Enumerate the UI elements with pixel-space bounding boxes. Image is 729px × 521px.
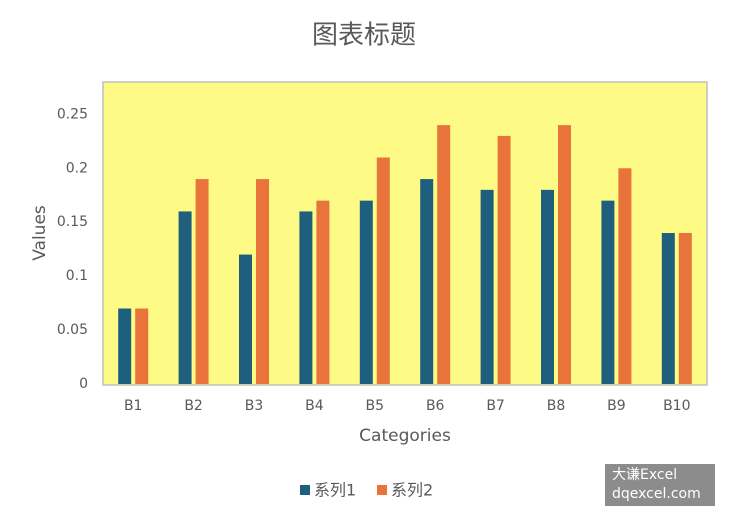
plot-area (102, 81, 708, 386)
bar (420, 179, 434, 384)
y-tick-label: 0.1 (66, 268, 88, 284)
bar (558, 125, 571, 385)
bar (256, 179, 269, 384)
x-tick-label: B1 (124, 398, 143, 414)
bar (601, 200, 615, 384)
x-axis-title: Categories (359, 426, 451, 446)
x-tick-label: B2 (184, 398, 203, 414)
bar (480, 189, 494, 384)
legend-label: 系列2 (391, 481, 433, 500)
y-tick-label: 0.05 (57, 322, 88, 338)
y-tick-label: 0 (79, 376, 88, 392)
legend-swatch (300, 485, 310, 495)
bar (239, 254, 252, 384)
y-axis-title: Values (30, 205, 50, 261)
x-tick-label: B4 (305, 398, 324, 414)
x-tick-label: B8 (547, 398, 566, 414)
watermark: 大谦Excel (612, 467, 677, 483)
x-tick-label: B9 (607, 398, 626, 414)
watermark-box (605, 464, 715, 506)
chart-title: 图表标题 (312, 21, 416, 51)
x-tick-label: B6 (426, 398, 445, 414)
bar (678, 233, 692, 384)
bar (299, 211, 313, 384)
bar (316, 200, 330, 384)
bar (135, 308, 149, 384)
x-tick-label: B5 (366, 398, 385, 414)
bar (541, 189, 554, 384)
bar (178, 211, 192, 384)
bar (118, 308, 132, 384)
bar (437, 125, 451, 385)
legend-label: 系列1 (314, 481, 356, 500)
y-tick-label: 0.25 (57, 106, 88, 122)
x-tick-label: B3 (245, 398, 264, 414)
bar (497, 135, 511, 384)
bar (359, 200, 373, 384)
x-tick-label: B10 (663, 398, 690, 414)
y-tick-label: 0.15 (57, 214, 88, 230)
bar (661, 233, 675, 384)
x-tick-label: B7 (486, 398, 505, 414)
watermark: dqexcel.com (612, 486, 701, 502)
bar (376, 157, 390, 384)
bar (618, 168, 632, 384)
y-tick-label: 0.2 (66, 160, 88, 176)
legend-swatch (377, 485, 387, 495)
bar (195, 179, 209, 384)
